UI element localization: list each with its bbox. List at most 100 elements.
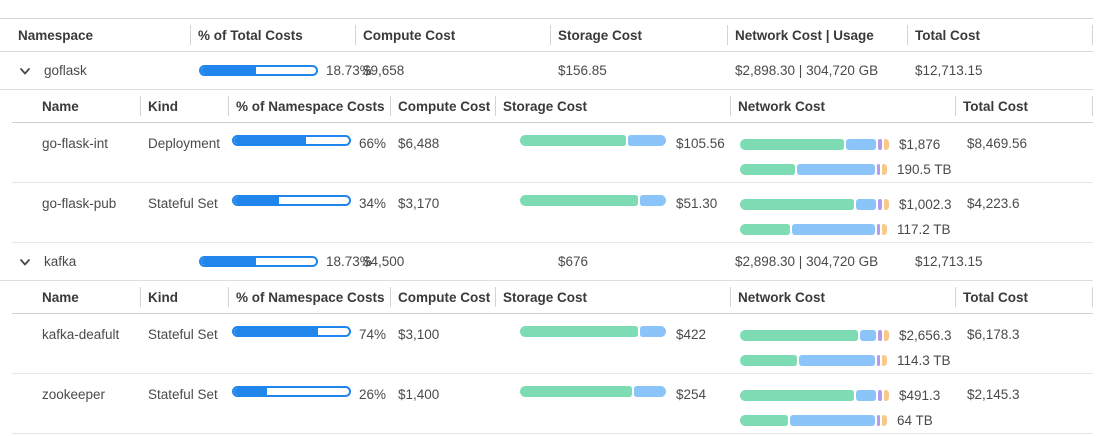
- namespace-compute-cost: $4,500: [363, 254, 405, 269]
- bar-segment-blue: [640, 195, 666, 206]
- namespace-storage-cost: $156.85: [558, 63, 607, 78]
- workload-network-usage: 190.5 TB: [897, 161, 952, 177]
- workload-name: zookeeper: [42, 387, 106, 402]
- column-header-compute-cost: Compute Cost: [390, 281, 495, 313]
- bar-segment-orange: [882, 223, 887, 235]
- namespace-pct-label: 18.73%: [326, 63, 372, 78]
- namespace-row[interactable]: goflask 18.73% $9,658 $156.85 $2,898.30 …: [0, 52, 1093, 90]
- bar-segment-orange: [884, 198, 889, 210]
- column-header-pct-total-costs: % of Total Costs: [190, 19, 355, 51]
- workload-storage-cost: $51.30: [676, 196, 718, 211]
- workload-network-cost: $2,656.3: [899, 327, 952, 343]
- workload-name: kafka-deafult: [42, 327, 120, 342]
- column-header-storage-cost: Storage Cost: [495, 281, 730, 313]
- network-usage-bar: [740, 354, 887, 366]
- namespace-row[interactable]: kafka 18.73% $4,500 $676 $2,898.30 | 304…: [0, 243, 1093, 281]
- column-header-network-cost-usage: Network Cost | Usage: [727, 19, 907, 51]
- bar-segment-blue: [792, 223, 875, 235]
- workload-progress-fill: [234, 328, 318, 335]
- workload-total-cost: $6,178.3: [967, 327, 1020, 342]
- bar-segment-green: [740, 389, 854, 401]
- bar-segment-green: [740, 163, 795, 175]
- bar-segment-orange: [882, 163, 887, 175]
- workload-kind: Stateful Set: [148, 196, 218, 211]
- network-cost-bar: [740, 198, 889, 210]
- column-header-compute-cost: Compute Cost: [355, 19, 550, 51]
- workload-pct-label: 26%: [359, 387, 387, 402]
- column-header-storage-cost: Storage Cost: [495, 90, 730, 122]
- workload-progress-bar: [232, 135, 351, 146]
- workload-network-usage: 64 TB: [897, 412, 933, 428]
- bar-segment-blue: [846, 138, 876, 150]
- column-header-kind: Kind: [140, 90, 228, 122]
- storage-bar: [520, 386, 666, 397]
- workload-storage-cell: $51.30: [495, 183, 730, 242]
- bar-segment-green: [520, 386, 632, 397]
- workload-name: go-flask-int: [42, 136, 109, 151]
- workload-pct-label: 74%: [359, 327, 387, 342]
- workload-row: zookeeper Stateful Set 26% $1,400 $254 $…: [12, 374, 1093, 434]
- network-usage-bar: [740, 163, 887, 175]
- bar-segment-orange: [884, 389, 889, 401]
- workload-row: go-flask-pub Stateful Set 34% $3,170 $51…: [12, 183, 1093, 243]
- workload-network-cell: $491.3 64 TB: [730, 374, 955, 433]
- namespace-pct-label: 18.73%: [326, 254, 372, 269]
- workload-row: go-flask-int Deployment 66% $6,488 $105.…: [12, 123, 1093, 183]
- workload-kind: Deployment: [148, 136, 221, 151]
- workload-pct-label: 66%: [359, 136, 387, 151]
- network-usage-bar: [740, 223, 887, 235]
- storage-bar: [520, 135, 666, 146]
- bar-segment-blue: [860, 329, 876, 341]
- namespace-network-cost-usage: $2,898.30 | 304,720 GB: [735, 63, 879, 78]
- outer-header-row: Namespace % of Total Costs Compute Cost …: [0, 18, 1093, 52]
- namespace-total-cost: $12,713.15: [915, 63, 983, 78]
- bar-segment-green: [740, 223, 790, 235]
- workload-pct-cell: 34%: [228, 183, 390, 242]
- namespace-pct-cell: 18.73%: [190, 52, 372, 89]
- workload-pct-cell: 26%: [228, 374, 390, 433]
- bar-segment-purple: [878, 329, 882, 341]
- column-header-name: Name: [42, 98, 79, 114]
- namespace-name: goflask: [44, 63, 87, 78]
- workload-pct-cell: 66%: [228, 123, 390, 182]
- workload-compute-cost: $3,170: [398, 196, 440, 211]
- workload-kind: Stateful Set: [148, 327, 218, 342]
- workload-network-cost: $491.3: [899, 387, 941, 403]
- namespace-storage-cost: $676: [558, 254, 589, 269]
- bar-segment-blue: [797, 163, 875, 175]
- workload-storage-cost: $105.56: [676, 136, 725, 151]
- workload-network-cell: $2,656.3 114.3 TB: [730, 314, 955, 373]
- bar-segment-green: [520, 195, 638, 206]
- column-header-compute-cost: Compute Cost: [390, 90, 495, 122]
- workload-network-cell: $1,876 190.5 TB: [730, 123, 955, 182]
- chevron-down-icon[interactable]: [18, 64, 32, 78]
- bar-segment-green: [740, 414, 788, 426]
- column-header-total-cost: Total Cost: [907, 19, 1093, 51]
- workload-storage-cell: $105.56: [495, 123, 730, 182]
- bar-segment-green: [740, 354, 797, 366]
- namespace-network-cost-usage: $2,898.30 | 304,720 GB: [735, 254, 879, 269]
- column-header-pct-namespace-costs: % of Namespace Costs: [228, 281, 390, 313]
- namespace-progress-bar: [199, 65, 318, 76]
- workload-total-cost: $4,223.6: [967, 196, 1020, 211]
- workload-progress-fill: [234, 388, 268, 395]
- storage-bar: [520, 195, 666, 206]
- column-header-network-cost: Network Cost: [730, 281, 955, 313]
- network-cost-bar: [740, 138, 889, 150]
- bar-segment-purple: [878, 138, 882, 150]
- column-header-name: Name: [42, 289, 79, 305]
- workload-storage-cost: $254: [676, 387, 707, 402]
- namespace-name-cell: kafka: [0, 243, 190, 280]
- workload-progress-bar: [232, 386, 351, 397]
- workload-progress-fill: [234, 197, 279, 204]
- column-header-kind: Kind: [140, 281, 228, 313]
- network-cost-bar: [740, 329, 889, 341]
- column-header-namespace: Namespace: [18, 27, 94, 43]
- bar-segment-orange: [884, 138, 889, 150]
- workload-pct-label: 34%: [359, 196, 387, 211]
- namespace-name-cell: goflask: [0, 52, 190, 89]
- chevron-down-icon[interactable]: [18, 255, 32, 269]
- workload-network-usage: 117.2 TB: [897, 221, 951, 237]
- bar-segment-purple: [878, 389, 882, 401]
- bar-segment-green: [740, 329, 858, 341]
